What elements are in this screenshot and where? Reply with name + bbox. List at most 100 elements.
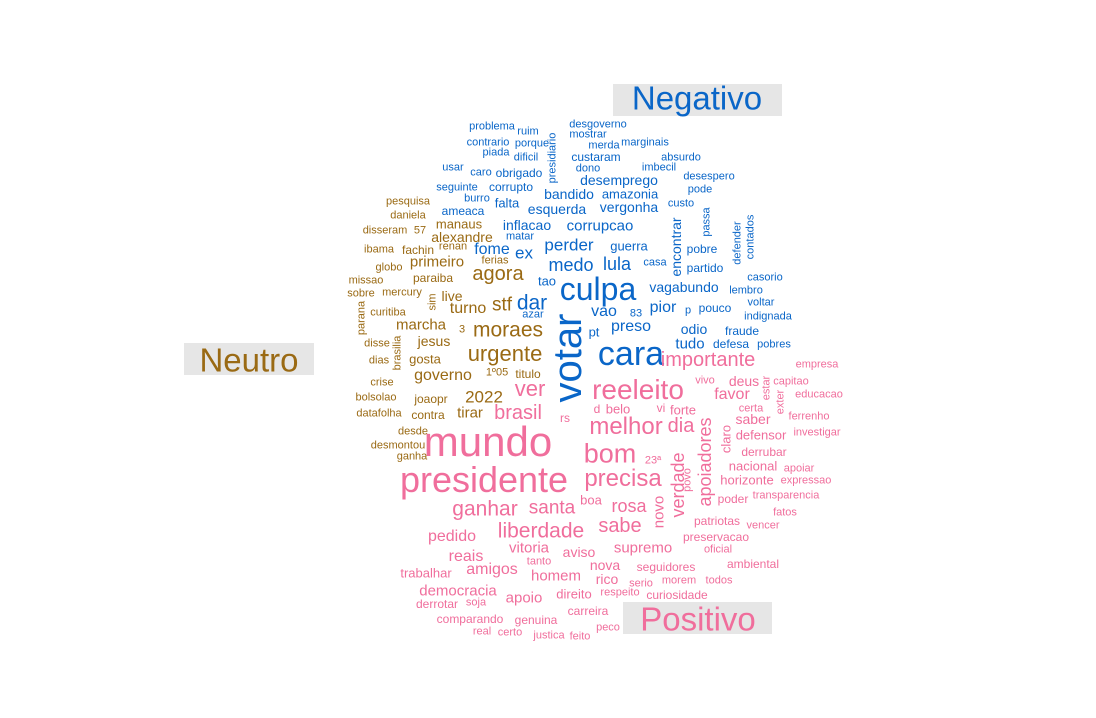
word-neutro: ganha xyxy=(396,450,428,463)
word-negativo: defesa xyxy=(712,337,750,351)
word-positivo: justica xyxy=(533,629,565,642)
word-neutro: crise xyxy=(370,376,394,389)
word-positivo: certa xyxy=(738,402,764,415)
word-neutro: globo xyxy=(375,261,403,274)
word-positivo: sabe xyxy=(598,515,642,537)
word-negativo: ex xyxy=(515,243,533,263)
word-negativo: casorio xyxy=(747,271,783,284)
word-positivo: homem xyxy=(530,567,582,585)
word-neutro: desde xyxy=(398,425,428,438)
word-neutro: pesquisa xyxy=(385,195,431,208)
word-positivo: exter xyxy=(774,389,787,415)
word-negativo: corrupto xyxy=(488,180,534,194)
word-negativo: pode xyxy=(687,183,713,196)
word-positivo: fatos xyxy=(773,506,797,519)
word-neutro: primeiro xyxy=(409,253,465,271)
word-positivo: seguidores xyxy=(636,560,696,574)
word-negativo: casa xyxy=(643,256,667,269)
word-neutro: ibama xyxy=(364,243,394,256)
word-neutro: renan xyxy=(438,240,468,253)
word-negativo: culpa xyxy=(559,271,637,307)
word-positivo: ferrenho xyxy=(788,410,830,423)
word-positivo: genuina xyxy=(514,613,558,627)
word-neutro: 1º05 xyxy=(485,366,509,379)
word-negativo: desemprego xyxy=(580,172,658,188)
word-negativo: bandido xyxy=(544,186,594,202)
word-negativo: lula xyxy=(602,254,632,274)
word-negativo: ameaca xyxy=(441,204,485,218)
word-neutro: titulo xyxy=(515,367,541,381)
word-negativo: passa xyxy=(700,207,713,237)
word-positivo: estar xyxy=(760,375,773,401)
word-positivo: povo xyxy=(681,468,694,492)
word-negativo: lembro xyxy=(729,284,763,297)
word-neutro: urgente xyxy=(467,341,543,366)
word-negativo: votar xyxy=(546,313,590,403)
word-positivo: saber xyxy=(735,411,771,427)
word-negativo: amazonia xyxy=(601,186,659,202)
word-negativo: corrupcao xyxy=(566,217,634,235)
word-positivo: supremo xyxy=(613,539,673,557)
word-neutro: marcha xyxy=(395,316,447,334)
word-positivo: dia xyxy=(667,415,695,437)
word-negativo: encontrar xyxy=(668,217,684,277)
word-positivo: favor xyxy=(714,386,750,403)
word-neutro: paraiba xyxy=(412,271,454,285)
word-negativo: 83 xyxy=(629,307,643,320)
negativo-label-box xyxy=(613,84,782,116)
word-positivo: apoiadores xyxy=(695,417,715,507)
word-positivo: apoiar xyxy=(783,462,815,475)
word-negativo: dificil xyxy=(513,151,539,164)
word-positivo: claro xyxy=(718,424,734,454)
word-negativo: dar xyxy=(516,291,548,315)
word-negativo: perder xyxy=(544,235,594,255)
word-negativo: pior xyxy=(649,299,677,316)
negativo-label: Negativo xyxy=(631,79,763,117)
word-positivo: brasil xyxy=(494,402,542,424)
word-negativo: piada xyxy=(482,146,510,159)
word-positivo: peco xyxy=(596,621,620,634)
word-neutro: moraes xyxy=(472,318,544,342)
word-positivo: respeito xyxy=(600,586,640,599)
word-neutro: sobre xyxy=(347,287,375,300)
word-negativo: presidiario xyxy=(546,132,559,184)
word-neutro: parana xyxy=(355,300,368,336)
word-neutro: curitiba xyxy=(370,306,406,319)
word-positivo: defensor xyxy=(735,427,787,443)
word-positivo: todos xyxy=(705,574,733,587)
word-negativo: seguinte xyxy=(436,181,478,194)
word-negativo: vao xyxy=(591,303,617,320)
word-positivo: oficial xyxy=(703,543,733,556)
positivo-label-box xyxy=(623,602,772,634)
word-positivo: patriotas xyxy=(693,514,741,528)
word-neutro: joaopr xyxy=(414,392,448,406)
word-neutro: mercury xyxy=(382,286,422,299)
neutro-label: Neutro xyxy=(199,341,299,379)
word-negativo: inflacao xyxy=(502,217,552,233)
word-positivo: vitoria xyxy=(508,539,550,557)
word-neutro: agora xyxy=(472,263,524,285)
word-positivo: amigos xyxy=(466,561,518,578)
word-neutro: turno xyxy=(449,300,487,317)
word-negativo: p xyxy=(684,304,692,317)
word-positivo: bom xyxy=(583,438,637,469)
word-negativo: pouco xyxy=(698,301,732,315)
word-positivo: forte xyxy=(669,402,697,418)
word-negativo: problema xyxy=(469,120,515,133)
word-positivo: serio xyxy=(629,577,653,590)
word-negativo: partido xyxy=(686,261,724,275)
word-positivo: certo xyxy=(497,626,523,639)
word-positivo: rosa xyxy=(611,496,647,516)
word-negativo: pobre xyxy=(686,242,718,256)
word-positivo: ganhar xyxy=(452,497,518,521)
positivo-label: Positivo xyxy=(640,600,756,638)
word-negativo: mostrar xyxy=(569,128,607,141)
word-positivo: democracia xyxy=(419,582,497,600)
word-negativo: obrigado xyxy=(495,166,543,180)
word-neutro: fachin xyxy=(401,243,435,257)
word-positivo: rico xyxy=(595,571,619,587)
word-positivo: poder xyxy=(717,492,749,506)
word-positivo: d xyxy=(593,402,601,416)
word-negativo: marginais xyxy=(621,136,669,149)
